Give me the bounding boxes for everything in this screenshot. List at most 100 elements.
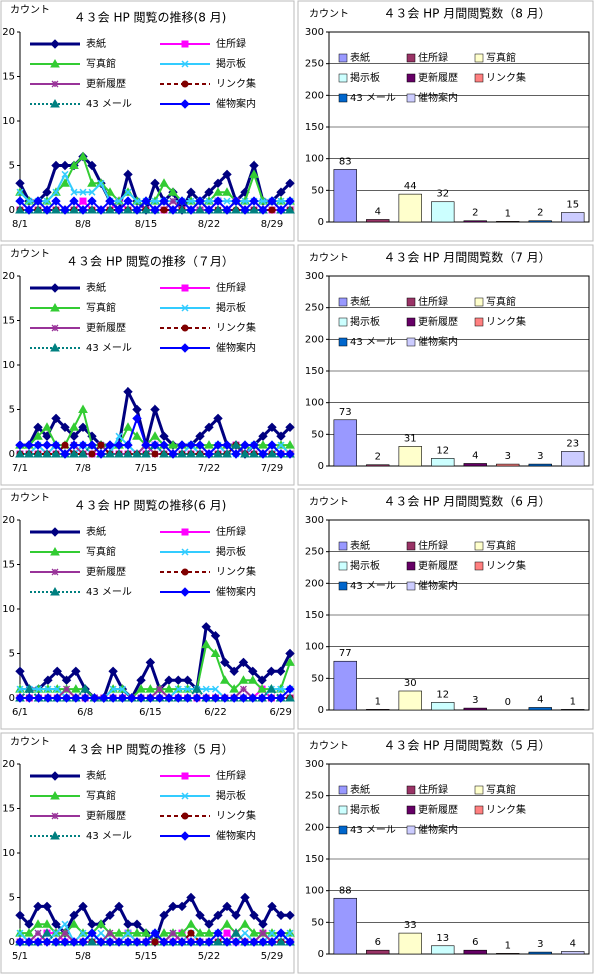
x-tick-label: 8/8	[75, 219, 91, 230]
data-point	[15, 448, 25, 458]
data-point	[87, 204, 97, 214]
data-point	[123, 196, 133, 206]
data-point	[249, 910, 259, 921]
data-point	[210, 693, 221, 703]
bar	[431, 201, 455, 223]
legend-marker	[180, 587, 190, 597]
data-point	[15, 666, 25, 677]
data-point	[78, 937, 88, 947]
y-tick-label: 50	[311, 429, 324, 440]
data-point	[168, 187, 178, 196]
y-tick-label: 10	[2, 116, 15, 127]
legend-marker	[181, 548, 189, 556]
chart-title: ４３会 HP 閲覧の推移(6 月)	[74, 499, 227, 513]
data-point	[61, 441, 69, 449]
y-tick-label: 250	[305, 791, 324, 802]
data-point	[52, 693, 62, 703]
data-point	[159, 196, 169, 206]
data-point	[24, 440, 34, 450]
legend-label: 写真館	[86, 789, 116, 802]
data-point	[249, 169, 259, 178]
data-point	[71, 666, 81, 677]
x-tick-label: 8/22	[198, 219, 220, 230]
data-point	[69, 919, 79, 928]
bar	[398, 932, 422, 955]
data-point	[249, 937, 259, 947]
legend-marker	[50, 342, 60, 352]
data-point	[258, 449, 268, 459]
bar	[398, 446, 422, 467]
data-point	[78, 448, 88, 458]
data-point	[132, 404, 142, 415]
legend-label: リンク集	[216, 321, 256, 334]
data-point	[15, 693, 25, 703]
bar	[463, 220, 487, 223]
data-point	[219, 675, 230, 684]
data-label: 2	[537, 208, 543, 219]
y-tick-label: 100	[305, 886, 324, 897]
legend-swatch	[406, 805, 416, 815]
data-point	[222, 937, 232, 947]
data-point	[285, 692, 295, 702]
data-point	[96, 205, 106, 215]
data-point	[96, 449, 106, 459]
legend-swatch	[338, 73, 348, 83]
data-point	[213, 204, 223, 214]
data-point	[71, 693, 81, 703]
data-point	[51, 204, 61, 214]
data-point	[145, 693, 156, 703]
data-point	[79, 188, 87, 196]
legend-label: 掲示板	[350, 315, 380, 328]
legend-label: リンク集	[486, 559, 526, 572]
y-tick-label: 15	[2, 804, 15, 815]
chart-title: ４３会 HP 閲覧の推移（７月）	[66, 255, 234, 269]
data-point	[16, 188, 24, 196]
data-point	[109, 685, 117, 693]
bar	[366, 219, 390, 223]
y-axis-label: カウント	[309, 496, 349, 508]
legend-label: 写真館	[486, 51, 516, 64]
data-point	[266, 666, 277, 677]
data-point	[97, 929, 105, 937]
legend-swatch	[474, 53, 484, 63]
data-point	[15, 910, 25, 921]
data-point	[195, 928, 205, 937]
data-point	[210, 630, 221, 641]
data-point	[168, 449, 178, 459]
y-tick-label: 150	[305, 610, 324, 621]
legend-label: 催物案内	[216, 341, 256, 354]
data-point	[277, 685, 285, 693]
x-tick-label: 7/8	[75, 463, 91, 474]
chart-title: ４３会 HP 閲覧の推移（5 月）	[66, 743, 233, 757]
data-point	[211, 685, 220, 693]
data-point	[69, 160, 79, 169]
y-tick-label: 0	[9, 937, 15, 948]
data-point	[222, 169, 232, 180]
bar	[496, 221, 520, 223]
data-point	[69, 431, 79, 441]
legend-marker	[50, 546, 60, 556]
legend-label: 催物案内	[418, 823, 458, 836]
legend-label: 表紙	[350, 51, 370, 64]
bar	[463, 463, 487, 467]
data-point	[168, 901, 178, 912]
legend-marker	[181, 80, 189, 88]
legend-label: 催物案内	[418, 579, 458, 592]
legend-label: 催物案内	[216, 585, 256, 598]
data-point	[96, 919, 106, 928]
data-point	[78, 901, 88, 912]
data-point	[223, 197, 231, 205]
data-point	[248, 693, 258, 703]
bar	[561, 212, 585, 223]
y-tick-label: 250	[305, 547, 324, 558]
y-tick-label: 10	[2, 848, 15, 859]
data-point	[51, 196, 61, 206]
data-point	[60, 178, 70, 187]
data-point	[141, 196, 151, 206]
legend-marker	[180, 831, 190, 841]
x-tick-label: 8/29	[261, 219, 283, 230]
data-point	[258, 205, 268, 215]
data-point	[79, 197, 87, 205]
bar	[561, 709, 585, 711]
data-point	[150, 205, 160, 215]
